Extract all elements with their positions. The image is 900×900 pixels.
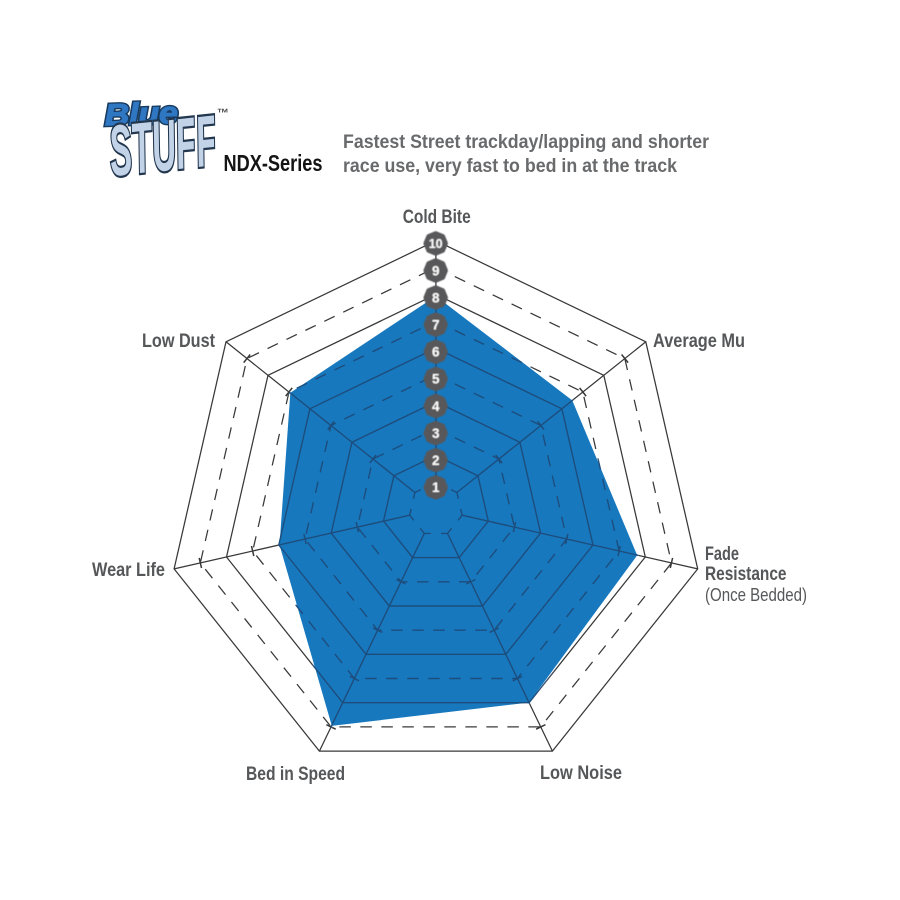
svg-text:race use, very fast to bed in: race use, very fast to bed in at the tra… [343, 155, 677, 177]
svg-text:Cold Bite: Cold Bite [403, 207, 471, 228]
svg-text:Average Mu: Average Mu [653, 331, 745, 352]
svg-text:6: 6 [432, 345, 440, 360]
svg-text:Resistance: Resistance [705, 564, 787, 585]
svg-text:™: ™ [217, 106, 229, 120]
svg-text:5: 5 [432, 372, 440, 387]
svg-text:2: 2 [432, 453, 440, 468]
svg-text:STUFF: STUFF [105, 101, 221, 192]
svg-text:4: 4 [432, 399, 440, 414]
svg-text:STUFF: STUFF [105, 101, 221, 192]
svg-text:NDX-Series: NDX-Series [224, 150, 323, 176]
svg-text:Fastest Street trackday/lappin: Fastest Street trackday/lapping and shor… [343, 131, 709, 153]
svg-text:Fade: Fade [705, 544, 739, 565]
svg-text:Low Noise: Low Noise [540, 763, 622, 784]
svg-text:9: 9 [432, 263, 440, 278]
svg-text:3: 3 [432, 426, 440, 441]
svg-text:Wear Life: Wear Life [92, 560, 165, 581]
svg-text:8: 8 [432, 290, 440, 305]
svg-text:Bed in Speed: Bed in Speed [246, 764, 345, 785]
svg-text:(Once Bedded): (Once Bedded) [705, 585, 807, 605]
svg-text:Low Dust: Low Dust [142, 331, 216, 352]
svg-text:Blue: Blue [104, 97, 178, 133]
svg-text:1: 1 [432, 480, 440, 495]
svg-text:Blue: Blue [104, 97, 178, 133]
svg-text:10: 10 [429, 237, 443, 251]
svg-text:7: 7 [432, 318, 440, 333]
